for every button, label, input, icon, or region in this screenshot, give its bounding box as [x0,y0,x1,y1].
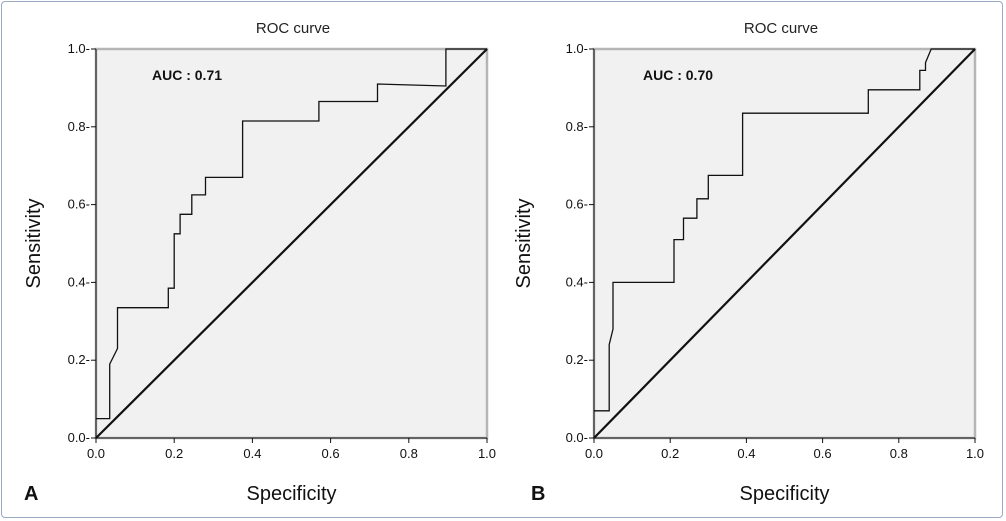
auc-annotation: AUC : 0.70 [643,67,713,83]
roc-curve-line [594,48,975,412]
x-tick-label: 1.0 [966,446,984,461]
x-tick-label: 0.4 [243,446,261,461]
y-tick-label: 1.0- [68,41,90,56]
x-tick-label: 0.6 [322,446,340,461]
chart-title: ROC curve [256,20,330,37]
y-axis-title: Sensitivity [23,198,45,288]
roc-panel-a: 0.0- 0.2- 0.4- 0.6- 0.8- 1.0- 0.0 0.2 0.4 0.6 0.8 1… [23,20,496,505]
y-tick-label: 0.0- [566,430,588,445]
x-tick-label: 0.0 [585,446,603,461]
y-tick-label: 0.4- [566,274,588,289]
x-axis-title: Specificity [739,483,829,505]
x-tick-label: 0.6 [814,446,832,461]
chart-title: ROC curve [744,20,818,37]
y-tick-label: 0.2- [68,352,90,367]
roc-panel-b: 0.0- 0.2- 0.4- 0.6- 0.8- 1.0- 0.0 0.2 0.4 0.6 0.8 1… [513,20,984,505]
y-tick-label: 0.4- [68,274,90,289]
x-tick-label: 0.8 [400,446,418,461]
auc-annotation: AUC : 0.71 [152,67,222,83]
y-tick-label: 0.6- [566,197,588,212]
x-tick-label: 1.0 [478,446,496,461]
panel-letter: B [531,483,545,505]
x-tick-label: 0.0 [87,446,105,461]
x-tick-label: 0.4 [737,446,755,461]
reference-diagonal-line [593,48,976,439]
x-tick-label: 0.2 [165,446,183,461]
panel-letter: A [24,483,38,505]
reference-diagonal-line [95,48,488,439]
roc-curve-line [96,48,487,420]
y-tick-label: 0.0- [68,430,90,445]
x-tick-label: 0.2 [661,446,679,461]
x-tick-label: 0.8 [890,446,908,461]
y-tick-label: 0.2- [566,352,588,367]
y-tick-label: 0.8- [566,119,588,134]
y-tick-label: 0.6- [68,197,90,212]
y-tick-label: 0.8- [68,119,90,134]
y-axis-title: Sensitivity [513,198,535,288]
x-axis-title: Specificity [246,483,336,505]
y-tick-label: 1.0- [566,41,588,56]
